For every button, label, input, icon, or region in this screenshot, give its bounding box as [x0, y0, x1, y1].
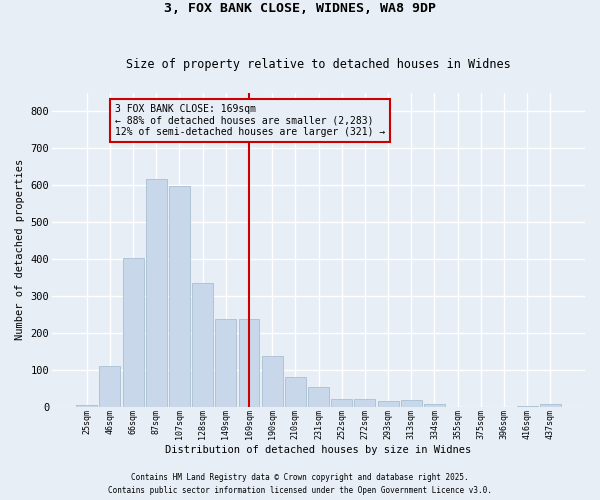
Bar [100, 366, 121, 406]
Bar [262, 356, 283, 406]
Bar [239, 319, 259, 406]
Text: Contains HM Land Registry data © Crown copyright and database right 2025.
Contai: Contains HM Land Registry data © Crown c… [108, 474, 492, 495]
Text: 3, FOX BANK CLOSE, WIDNES, WA8 9DP: 3, FOX BANK CLOSE, WIDNES, WA8 9DP [164, 2, 436, 16]
Bar [285, 377, 306, 406]
Bar [355, 398, 376, 406]
Bar [308, 388, 329, 406]
Bar [122, 258, 143, 406]
Bar [401, 400, 422, 406]
Bar [377, 401, 398, 406]
X-axis label: Distribution of detached houses by size in Widnes: Distribution of detached houses by size … [166, 445, 472, 455]
Bar [331, 398, 352, 406]
Bar [146, 179, 167, 406]
Bar [192, 283, 213, 406]
Y-axis label: Number of detached properties: Number of detached properties [15, 159, 25, 340]
Bar [424, 404, 445, 406]
Title: Size of property relative to detached houses in Widnes: Size of property relative to detached ho… [126, 58, 511, 71]
Bar [169, 186, 190, 406]
Bar [215, 319, 236, 406]
Bar [76, 405, 97, 406]
Bar [540, 404, 561, 406]
Text: 3 FOX BANK CLOSE: 169sqm
← 88% of detached houses are smaller (2,283)
12% of sem: 3 FOX BANK CLOSE: 169sqm ← 88% of detach… [115, 104, 385, 138]
